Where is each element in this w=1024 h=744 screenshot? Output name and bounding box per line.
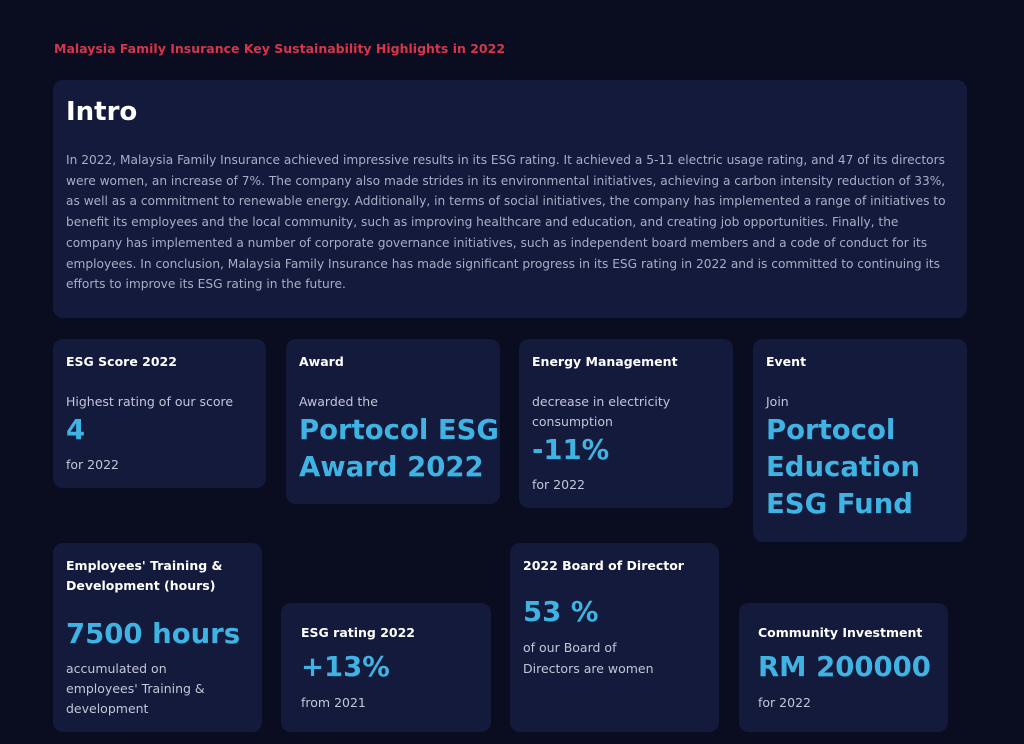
training-footer-line-1: accumulated on <box>66 661 167 676</box>
intro-title: Intro <box>66 97 138 127</box>
esg-rating-footer: from 2021 <box>301 695 366 710</box>
award-title: Award <box>299 354 344 369</box>
award-value-line-2: Award 2022 <box>299 451 484 483</box>
esg-score-value: 4 <box>66 414 86 446</box>
community-investment-card: Community Investment RM 200000 for 2022 <box>739 603 948 732</box>
event-value-line-2: Education <box>766 451 920 483</box>
board-of-director-card: 2022 Board of Director 53 % of our Board… <box>510 543 719 732</box>
esg-score-card: ESG Score 2022 Highest rating of our sco… <box>53 339 266 488</box>
training-card: Employees' Training & Development (hours… <box>53 543 262 732</box>
esg-score-footer: for 2022 <box>66 457 119 472</box>
board-value: 53 % <box>523 596 599 628</box>
page-title: Malaysia Family Insurance Key Sustainabi… <box>54 41 506 56</box>
board-footer-line-2: Directors are women <box>523 661 654 676</box>
event-title: Event <box>766 354 807 369</box>
esg-rating-title: ESG rating 2022 <box>301 625 416 640</box>
energy-title: Energy Management <box>532 354 678 369</box>
training-title-line-1: Employees' Training & <box>66 558 223 573</box>
award-card: Award Awarded the Portocol ESG Award 202… <box>286 339 500 504</box>
energy-value: -11% <box>532 434 610 466</box>
training-title-line-2: Development (hours) <box>66 578 216 593</box>
event-label: Join <box>766 394 789 409</box>
event-card: Event Join Portocol Education ESG Fund <box>753 339 967 542</box>
board-footer-line-1: of our Board of <box>523 640 617 655</box>
community-value: RM 200000 <box>758 651 931 683</box>
energy-label-line-1: decrease in electricity <box>532 394 671 409</box>
energy-footer: for 2022 <box>532 477 585 492</box>
training-value: 7500 hours <box>66 618 241 650</box>
energy-label-line-2: consumption <box>532 414 613 429</box>
training-footer-line-2: employees' Training & <box>66 681 205 696</box>
intro-body: In 2022, Malaysia Family Insurance achie… <box>66 153 946 292</box>
event-value-line-3: ESG Fund <box>766 488 913 520</box>
esg-score-label: Highest rating of our score <box>66 394 234 409</box>
intro-card: Intro In 2022, Malaysia Family Insurance… <box>53 80 967 318</box>
community-title: Community Investment <box>758 625 923 640</box>
energy-management-card: Energy Management decrease in electricit… <box>519 339 733 508</box>
award-value-line-1: Portocol ESG <box>299 414 500 446</box>
award-label: Awarded the <box>299 394 378 409</box>
esg-rating-value: +13% <box>301 651 390 683</box>
training-footer-line-3: development <box>66 701 149 716</box>
event-value-line-1: Portocol <box>766 414 896 446</box>
esg-score-title: ESG Score 2022 <box>66 354 177 369</box>
board-title: 2022 Board of Director <box>523 558 684 573</box>
community-footer: for 2022 <box>758 695 811 710</box>
esg-rating-card: ESG rating 2022 +13% from 2021 <box>281 603 491 732</box>
